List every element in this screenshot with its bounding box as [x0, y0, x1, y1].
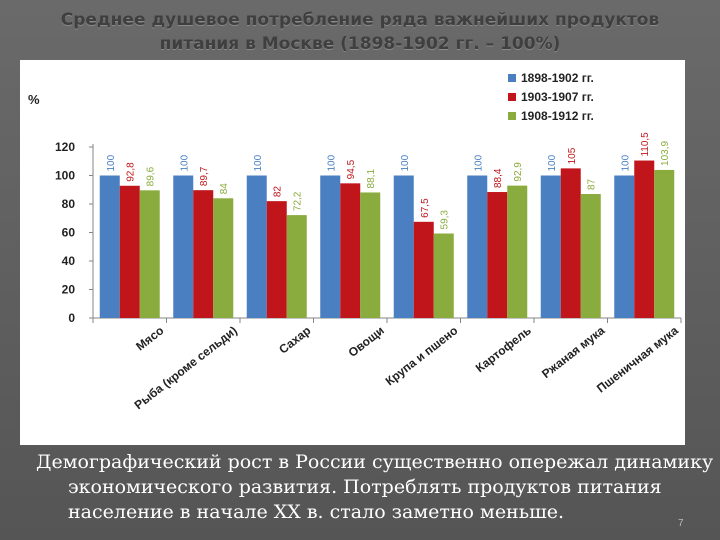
y-tick-label: 120	[55, 140, 75, 154]
x-tick-label: Мясо	[133, 323, 166, 353]
bar	[487, 192, 508, 318]
bar	[560, 168, 581, 318]
bar	[119, 185, 140, 318]
data-label: 100	[547, 154, 558, 171]
data-label: 100	[179, 154, 190, 171]
legend-swatch	[508, 112, 516, 120]
legend-entry: 1908-1912 гг.	[521, 109, 594, 123]
data-label: 89,7	[199, 166, 210, 186]
bar	[340, 183, 361, 318]
legend-swatch	[508, 74, 516, 82]
bar	[614, 175, 635, 318]
y-tick-label: 20	[62, 283, 76, 297]
x-tick-label: Овощи	[346, 323, 387, 360]
data-label: 100	[620, 154, 631, 171]
bar	[286, 215, 307, 318]
legend-entry: 1903-1907 гг.	[521, 90, 594, 104]
bar	[413, 221, 434, 318]
y-tick-label: 80	[62, 197, 76, 211]
y-axis-label: %	[28, 92, 40, 107]
bar-chart: 0 20 40 60 80 100 120% 100 92,8 89,6 Мясо 100 89,7 84…	[28, 71, 682, 412]
legend-entry: 1898-1902 гг.	[521, 71, 594, 85]
data-label: 92,8	[126, 162, 137, 182]
data-label: 100	[106, 154, 117, 171]
data-label: 100	[473, 154, 484, 171]
legend-swatch	[508, 93, 516, 101]
bar	[320, 175, 341, 318]
data-label: 59,3	[440, 210, 451, 230]
slide-title: Среднее душевое потребление ряда важнейш…	[60, 10, 660, 54]
x-tick-label: Ржаная мука	[539, 323, 607, 381]
bar	[360, 192, 381, 318]
data-label: 100	[326, 154, 337, 171]
data-label: 110,5	[640, 132, 651, 157]
bar	[139, 190, 160, 318]
x-tick-label: Крупа и пшено	[383, 323, 461, 388]
bar	[654, 169, 675, 318]
body-text: Демографический рост в России существенн…	[36, 451, 714, 523]
bar	[173, 175, 194, 318]
bar	[213, 198, 234, 318]
x-tick-label: Картофель	[473, 323, 534, 375]
y-tick-label: 60	[62, 226, 76, 240]
data-label: 100	[253, 154, 264, 171]
data-label: 87	[587, 178, 598, 190]
y-tick-label: 100	[55, 169, 75, 183]
bar	[246, 175, 267, 318]
bar	[634, 160, 655, 318]
chart-panel: 0 20 40 60 80 100 120% 100 92,8 89,6 Мясо 100 89,7 84…	[20, 60, 685, 445]
bar	[266, 201, 287, 318]
bar	[580, 194, 601, 318]
page-number: 7	[678, 518, 684, 529]
bar	[433, 233, 454, 318]
data-label: 88,1	[366, 169, 377, 189]
data-label: 88,4	[493, 168, 504, 188]
bar	[540, 175, 561, 318]
data-label: 92,9	[513, 162, 524, 182]
data-label: 67,5	[420, 198, 431, 218]
x-tick-label: Сахар	[276, 323, 313, 356]
bar	[193, 190, 214, 318]
data-label: 82	[273, 186, 284, 198]
data-label: 72,2	[293, 191, 304, 211]
data-label: 100	[400, 154, 411, 171]
x-tick-label: Пшеничная мука	[594, 323, 681, 395]
bar	[393, 175, 414, 318]
y-tick-label: 0	[68, 311, 75, 325]
bar	[507, 185, 528, 318]
data-label: 105	[567, 147, 578, 164]
data-label: 89,6	[146, 166, 157, 186]
bar	[99, 175, 120, 318]
bar	[467, 175, 488, 318]
data-label: 84	[219, 183, 230, 195]
data-label: 94,5	[346, 159, 357, 179]
y-tick-label: 40	[62, 254, 76, 268]
data-label: 103,9	[660, 140, 671, 165]
